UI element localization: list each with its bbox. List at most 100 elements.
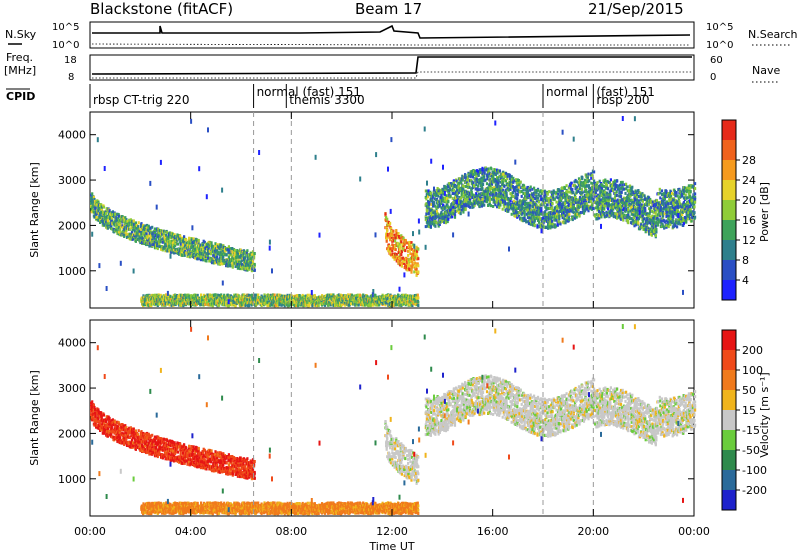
power-cell [516, 197, 518, 200]
power-cell [451, 215, 453, 218]
power-cell [483, 204, 485, 207]
power-cell [407, 254, 409, 257]
power-cell [497, 182, 499, 185]
power-cell [462, 179, 464, 182]
power-cell [668, 199, 670, 202]
nsearch-label: N.Search [748, 28, 798, 41]
power-cell [627, 211, 629, 214]
power-cell [447, 200, 449, 203]
power-cell [548, 190, 550, 193]
power-cell [188, 237, 190, 240]
power-cell [392, 237, 394, 240]
power-cell [623, 188, 625, 191]
power-cell [571, 188, 573, 191]
power-cell [472, 173, 474, 176]
power-cell [610, 178, 612, 181]
power-cell [679, 223, 681, 226]
power-cell [604, 179, 606, 182]
power-cell [109, 209, 111, 212]
power-cell [489, 197, 491, 200]
power-cell [401, 265, 403, 268]
power-cell [590, 193, 592, 196]
power-cell [659, 188, 661, 191]
nave-tick-bottom: 0 [710, 72, 716, 83]
power-cell [627, 221, 629, 224]
power-cell [644, 209, 646, 212]
power-cell [400, 262, 402, 265]
power-cell [655, 211, 657, 214]
power-cell [621, 191, 623, 194]
power-cell [133, 220, 135, 223]
power-cell [437, 195, 439, 198]
cpid-label: CPID [6, 90, 35, 103]
power-cell [520, 181, 522, 184]
power-cell [135, 221, 137, 224]
power-cell [210, 252, 212, 255]
power-cell [677, 195, 679, 198]
power-cell [386, 218, 388, 221]
power-cell [672, 215, 674, 218]
power-cell [533, 187, 535, 190]
power-cell [155, 238, 157, 241]
power-cell [599, 195, 601, 198]
power-cell [466, 204, 468, 207]
power-cell [138, 221, 140, 224]
power-cell [616, 190, 618, 193]
power-cell [581, 191, 583, 194]
power-cell [607, 187, 609, 190]
power-cell [198, 239, 200, 242]
power-cell [534, 224, 536, 227]
freq-panel [90, 55, 694, 80]
power-cell [417, 264, 419, 267]
power-cell [586, 185, 588, 188]
power-cell [624, 192, 626, 195]
power-cell [604, 205, 606, 208]
power-cell [676, 225, 678, 228]
beam-label: Beam 17 [355, 0, 422, 18]
power-cell [490, 168, 492, 171]
power-cell [524, 214, 526, 217]
power-cell [254, 252, 256, 255]
power-cell [568, 213, 570, 216]
power-cell [603, 212, 605, 215]
power-cell [177, 243, 179, 246]
power-cell [584, 179, 586, 182]
cpid-segment-label: rbsp CT-trig 220 [93, 93, 189, 107]
power-cell [503, 205, 505, 208]
power-cell [386, 229, 388, 232]
power-cell [659, 196, 661, 199]
power-cell [538, 221, 540, 224]
power-cell [544, 190, 546, 193]
power-cell [384, 212, 386, 215]
power-cell [447, 218, 449, 221]
power-cell [434, 225, 436, 228]
power-cell [426, 210, 428, 213]
power-cell [148, 245, 150, 248]
power-cell [622, 181, 624, 184]
station-title: Blackstone (fitACF) [90, 0, 233, 18]
nsky-label: N.Sky [5, 28, 37, 41]
power-cell [530, 201, 532, 204]
power-cell [668, 202, 670, 205]
power-cell [558, 217, 560, 220]
nsearch-tick-bottom: 10^0 [706, 40, 733, 51]
power-cell [454, 216, 456, 219]
power-cell [511, 213, 513, 216]
power-cell [462, 211, 464, 214]
power-cell [670, 195, 672, 198]
power-cell [449, 188, 451, 191]
cpid-segment-label: themis 3300 [289, 93, 364, 107]
power-cell [606, 214, 608, 217]
power-cell [593, 207, 595, 210]
power-cell [568, 218, 570, 221]
power-cell [587, 173, 589, 176]
power-cell [581, 177, 583, 180]
power-cell [430, 225, 432, 228]
power-cell [246, 249, 248, 252]
power-cell [529, 189, 531, 192]
power-cell [489, 200, 491, 203]
power-cell [631, 186, 633, 189]
power-cell [486, 182, 488, 185]
power-cell [433, 201, 435, 204]
